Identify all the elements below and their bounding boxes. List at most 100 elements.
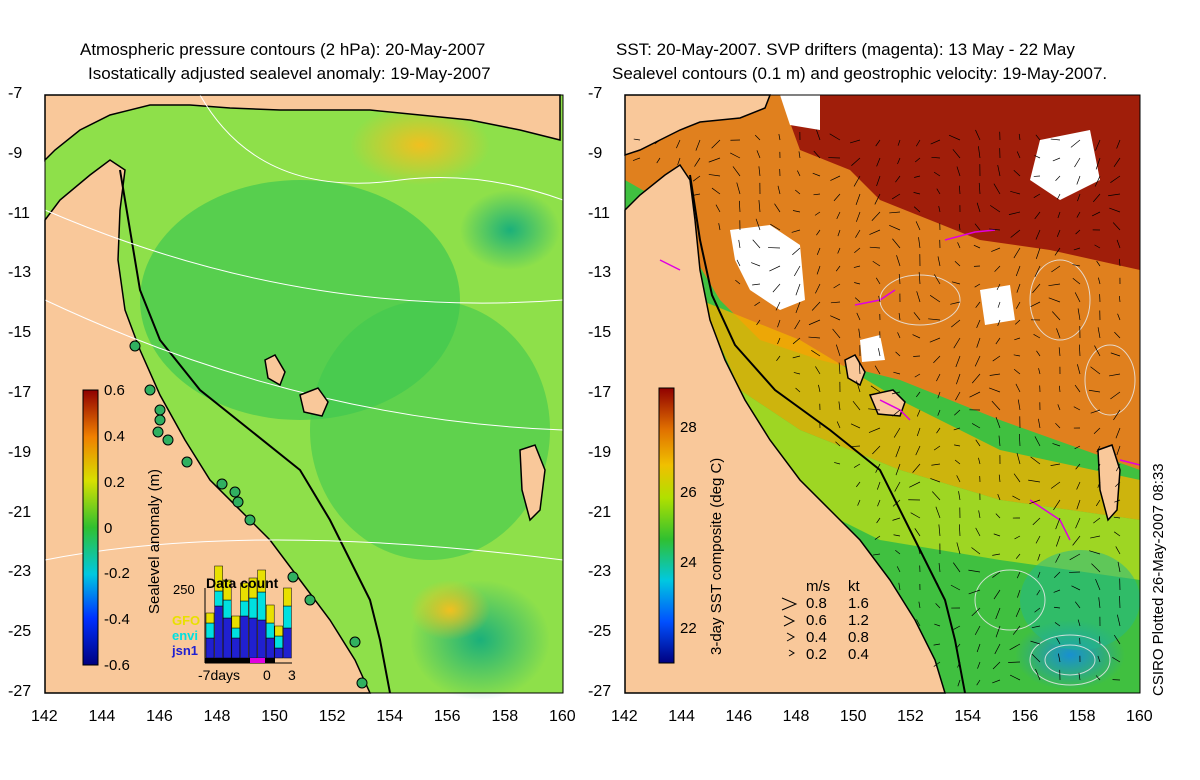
velocity-arrow	[1074, 384, 1081, 393]
inset-legend-envi: envi	[172, 628, 199, 643]
velocity-arrow	[957, 679, 961, 687]
velocity-arrow	[954, 260, 961, 267]
velocity-arrow	[898, 313, 901, 321]
velocity-arrow	[1035, 134, 1041, 141]
velocity-arrow	[916, 391, 921, 398]
velocity-arrow	[969, 391, 981, 398]
velocity-arrow	[1054, 571, 1061, 579]
right-cloud-gaps	[730, 95, 1100, 362]
velocity-arrow	[811, 350, 821, 357]
velocity-arrow	[991, 400, 1001, 411]
x-tick-label: 146	[146, 708, 173, 725]
y-tick-label: -11	[588, 204, 610, 222]
velocity-arrow	[968, 589, 981, 595]
velocity-arrow	[1076, 211, 1081, 218]
x-tick-label: 154	[954, 708, 982, 725]
velocity-arrow	[913, 312, 921, 321]
velocity-arrow	[791, 229, 801, 233]
velocity-arrow	[1116, 614, 1121, 627]
velocity-arrow	[836, 211, 841, 220]
velocity-arrow	[1056, 637, 1061, 645]
inset-bar-segment	[205, 612, 215, 624]
velocity-arrow	[758, 166, 761, 177]
velocity-legend-ms: 0.2	[806, 646, 827, 663]
velocity-arrow	[955, 355, 961, 368]
velocity-arrow	[889, 224, 901, 231]
velocity-legend-ms: 0.4	[806, 629, 827, 646]
velocity-arrow	[971, 373, 981, 384]
velocity-arrow	[838, 362, 841, 375]
y-tick-label: -25	[588, 623, 612, 641]
velocity-arrow	[1030, 456, 1041, 465]
x-tick-label: 148	[203, 708, 231, 725]
velocity-legend-kt: 1.2	[848, 612, 869, 629]
velocity-arrow	[1056, 328, 1061, 339]
velocity-arrow	[1035, 247, 1041, 260]
velocity-arrow	[1016, 283, 1021, 293]
velocity-arrow	[751, 262, 761, 267]
velocity-arrow	[997, 164, 1001, 177]
sealevel-contours	[879, 259, 1136, 686]
velocity-arrow	[1016, 452, 1021, 465]
velocity-arrow	[937, 391, 941, 399]
velocity-arrow	[1070, 139, 1081, 148]
velocity-arrow	[855, 229, 861, 238]
velocity-arrow	[1009, 643, 1021, 651]
velocity-arrow	[856, 211, 861, 222]
y-tick-label: -25	[8, 623, 32, 641]
left-land-australia	[44, 159, 372, 694]
velocity-arrow	[1077, 364, 1081, 375]
y-tick-label: -9	[588, 144, 603, 162]
velocity-arrow	[916, 291, 921, 303]
velocity-legend-ms-header: m/s	[806, 578, 831, 595]
inset-bar-segment	[265, 622, 275, 639]
velocity-arrow	[1048, 283, 1061, 287]
inset-x-label-end: 3	[288, 667, 296, 683]
x-tick-label: 146	[725, 708, 753, 725]
velocity-arrow	[916, 619, 921, 627]
velocity-arrow	[1113, 634, 1121, 645]
velocity-arrow	[1055, 175, 1061, 181]
velocity-arrow	[853, 463, 861, 468]
velocity-arrow	[892, 499, 901, 507]
velocity-arrow	[654, 139, 661, 145]
velocity-arrow	[918, 272, 921, 285]
velocity-arrow	[1035, 668, 1041, 681]
y-tick-label: -21	[588, 503, 612, 521]
velocity-arrow	[808, 319, 821, 326]
velocity-arrow	[1097, 463, 1101, 470]
velocity-arrow	[816, 247, 821, 255]
inset-bar-segment	[274, 647, 284, 659]
velocity-arrow	[874, 535, 881, 540]
velocity-arrow	[854, 282, 861, 285]
y-tick-label: -11	[8, 204, 30, 222]
velocity-arrow	[730, 152, 741, 159]
left-colorbar-tick: 0.2	[104, 473, 125, 491]
velocity-arrow	[968, 569, 981, 573]
velocity-arrow	[758, 200, 761, 213]
x-tick-label: 142	[611, 708, 638, 725]
velocity-arrow	[1115, 546, 1121, 555]
velocity-arrow	[1033, 193, 1041, 199]
velocity-arrow	[808, 336, 821, 339]
left-bathy-contour	[119, 169, 391, 694]
velocity-arrow	[975, 129, 981, 141]
velocity-arrow	[1032, 283, 1041, 294]
velocity-arrow	[1013, 169, 1021, 177]
velocity-arrow	[995, 625, 1001, 638]
velocity-arrow	[895, 463, 901, 476]
velocity-arrow	[656, 157, 661, 164]
velocity-arrow	[692, 193, 701, 196]
velocity-arrow	[994, 643, 1001, 655]
velocity-arrow	[1077, 619, 1081, 627]
velocity-arrow	[1058, 653, 1061, 663]
velocity-arrow	[955, 391, 961, 401]
x-tick-label: 160	[549, 708, 576, 725]
velocity-arrow	[1018, 133, 1021, 141]
velocity-arrow	[1031, 625, 1041, 629]
y-tick-label: -17	[588, 384, 612, 401]
velocity-arrow	[933, 171, 941, 177]
velocity-arrow	[933, 661, 941, 667]
velocity-arrow	[956, 373, 961, 385]
y-tick-label: -7	[8, 85, 23, 102]
